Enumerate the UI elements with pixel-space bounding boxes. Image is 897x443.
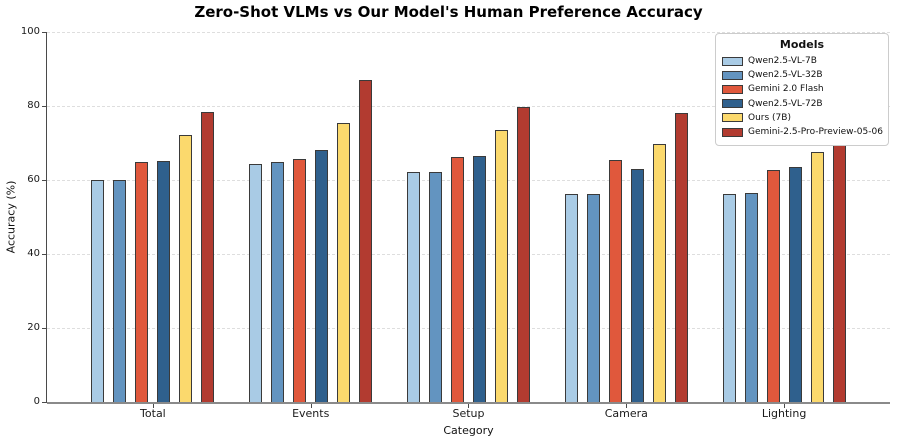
bar-qwen2-5-vl-32b-lighting	[744, 192, 758, 402]
x-axis-tick-labels: Total Events Setup Camera Lighting	[47, 407, 890, 420]
y-tick-mark	[42, 32, 47, 33]
x-tick-label-setup: Setup	[452, 407, 485, 420]
x-tick-label-lighting: Lighting	[761, 407, 807, 420]
bar-qwen2-5-vl-7b-lighting	[722, 194, 736, 402]
y-tick-label-40: 40	[27, 248, 40, 259]
y-tick-label-80: 80	[27, 100, 40, 111]
gridline-60	[47, 180, 890, 181]
legend-item-qwen2-5-vl-7b: Qwen2.5-VL-7B	[722, 54, 882, 68]
bar-qwen2-5-vl-32b-events	[271, 162, 285, 402]
y-tick-label-60: 60	[27, 174, 40, 185]
y-tick-mark	[42, 180, 47, 181]
bar-qwen2-5-vl-7b-camera	[564, 194, 578, 402]
bar-group-total	[74, 32, 232, 408]
chart-title: Zero-Shot VLMs vs Our Model's Human Pref…	[194, 3, 703, 21]
bar-qwen2-5-vl-72b-lighting	[788, 167, 802, 402]
x-axis-label: Category	[443, 424, 494, 437]
legend-item-gemini-2-0-flash: Gemini 2.0 Flash	[722, 82, 882, 96]
y-tick-label-20: 20	[27, 322, 40, 333]
bar-gemini-2-5-pro-preview-05-06-lighting	[832, 143, 846, 402]
bar-qwen2-5-vl-32b-total	[113, 180, 127, 402]
legend-item-gemini-2-5-pro-preview-05-06: Gemini-2.5-Pro-Preview-05-06	[722, 125, 883, 139]
x-tick-label-camera: Camera	[604, 407, 648, 420]
gridline-40	[47, 254, 890, 255]
bar-qwen2-5-vl-7b-setup	[406, 171, 420, 402]
legend-label: Gemini 2.0 Flash	[748, 84, 824, 95]
legend-label: Qwen2.5-VL-72B	[748, 98, 823, 109]
legend-item-qwen2-5-vl-32b: Qwen2.5-VL-32B	[722, 68, 882, 82]
bar-qwen2-5-vl-72b-total	[157, 160, 171, 402]
y-axis-label: Accuracy (%)	[4, 180, 18, 254]
x-tick-label-events: Events	[292, 407, 330, 420]
legend-swatch	[722, 70, 743, 80]
legend-title: Models	[779, 38, 825, 51]
bar-qwen2-5-vl-72b-camera	[630, 168, 644, 402]
y-tick-mark	[42, 328, 47, 329]
legend-label: Gemini-2.5-Pro-Preview-05-06	[748, 127, 883, 138]
y-tick-mark	[42, 254, 47, 255]
y-tick-mark	[42, 402, 47, 403]
gridline-100	[47, 32, 890, 33]
legend-label: Qwen2.5-VL-7B	[748, 56, 817, 67]
bar-group-setup	[390, 32, 548, 408]
y-tick-label-100: 100	[20, 26, 40, 37]
bar-gemini-2-5-pro-preview-05-06-events	[359, 80, 373, 402]
bar-qwen2-5-vl-32b-camera	[586, 194, 600, 402]
legend-item-qwen2-5-vl-72b: Qwen2.5-VL-72B	[722, 97, 882, 111]
bar-ours-7b--setup	[494, 130, 508, 402]
legend: Models Qwen2.5-VL-7B Qwen2.5-VL-32B Gemini…	[715, 33, 889, 147]
legend-swatch	[722, 99, 743, 109]
bar-group-camera	[547, 32, 705, 408]
legend-swatch	[722, 127, 743, 137]
legend-label: Ours (7B)	[748, 112, 791, 123]
plot-area	[47, 32, 890, 408]
bar-gemini-2-0-flash-lighting	[766, 170, 780, 402]
bar-ours-7b--lighting	[810, 151, 824, 402]
bar-group-events	[232, 32, 390, 408]
bar-ours-7b--events	[337, 123, 351, 402]
gridline-80	[47, 106, 890, 107]
bar-ours-7b--camera	[652, 144, 666, 402]
legend-item-ours-7b-: Ours (7B)	[722, 111, 882, 125]
y-tick-label-0: 0	[33, 396, 40, 407]
bar-gemini-2-0-flash-total	[135, 161, 149, 402]
y-tick-mark	[42, 106, 47, 107]
bar-qwen2-5-vl-72b-events	[315, 150, 329, 402]
bar-gemini-2-0-flash-camera	[608, 160, 622, 402]
bar-gemini-2-5-pro-preview-05-06-total	[201, 111, 215, 402]
bar-qwen2-5-vl-32b-setup	[428, 171, 442, 402]
x-tick-label-total: Total	[140, 407, 166, 420]
gridline-20	[47, 328, 890, 329]
legend-label: Qwen2.5-VL-32B	[748, 70, 823, 81]
bar-qwen2-5-vl-7b-events	[249, 164, 263, 402]
legend-items: Qwen2.5-VL-7B Qwen2.5-VL-32B Gemini 2.0 Fl…	[722, 54, 883, 139]
bar-ours-7b--total	[179, 134, 193, 402]
bar-qwen2-5-vl-7b-total	[91, 180, 105, 402]
bar-gemini-2-0-flash-events	[293, 158, 307, 402]
legend-swatch	[722, 56, 743, 66]
bar-group-lighting	[705, 32, 863, 408]
bar-gemini-2-0-flash-setup	[450, 157, 464, 402]
y-axis-spine	[46, 32, 47, 403]
legend-swatch	[722, 84, 743, 94]
bar-gemini-2-5-pro-preview-05-06-camera	[674, 113, 688, 402]
legend-swatch	[722, 113, 743, 123]
bar-qwen2-5-vl-72b-setup	[472, 155, 486, 402]
x-axis-spine	[47, 402, 890, 404]
bar-gemini-2-5-pro-preview-05-06-setup	[516, 107, 530, 402]
bar-groups	[47, 32, 890, 408]
